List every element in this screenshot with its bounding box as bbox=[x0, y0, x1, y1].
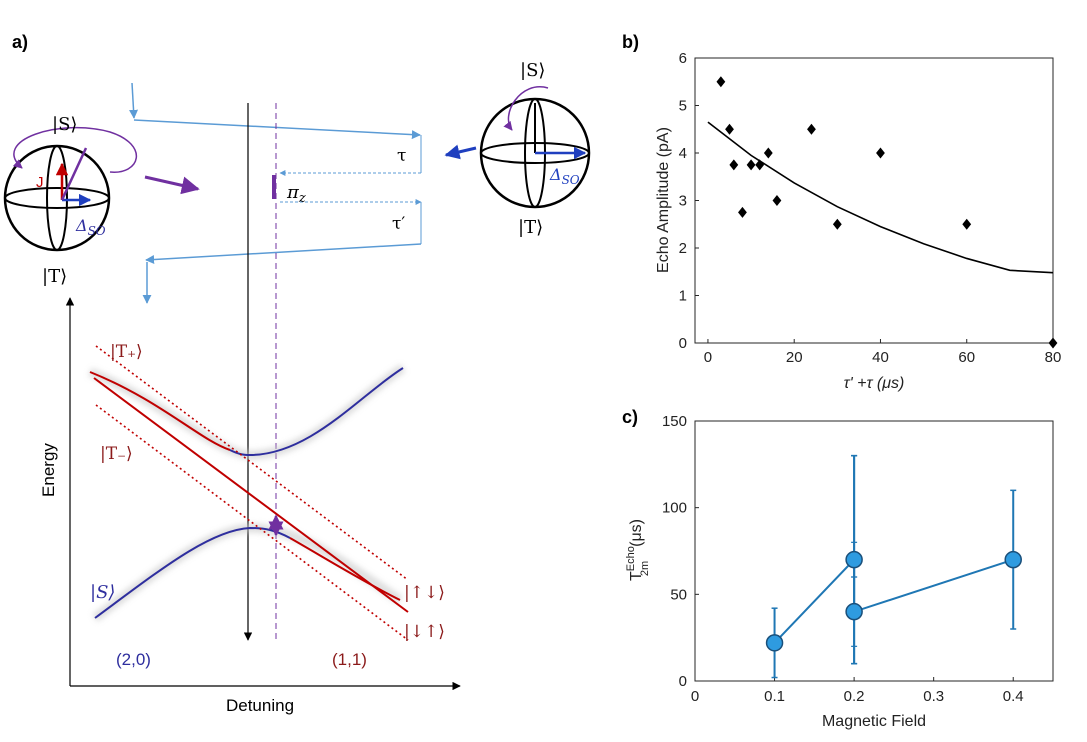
panel-c-x-tick-label: 0.3 bbox=[923, 688, 944, 705]
panel-b-data-point bbox=[729, 159, 739, 171]
pi-z-pulse bbox=[272, 175, 276, 199]
panel-b-y-tick-label: 5 bbox=[679, 98, 687, 115]
panel-c-data-point bbox=[845, 602, 863, 621]
panel-b-data-point bbox=[738, 206, 747, 218]
panel-c-x-tick-label: 0 bbox=[691, 688, 699, 705]
panel-b-x-tick-label: 40 bbox=[872, 349, 889, 366]
panel-b-x-tick-label: 0 bbox=[704, 349, 712, 366]
energy-axis-title: Energy bbox=[39, 443, 58, 497]
panel-c-x-tick-label: 0.1 bbox=[764, 688, 785, 705]
panel-b-data-point bbox=[772, 195, 782, 206]
panel-c-y-title: TEcho 2m(μs) bbox=[625, 519, 651, 581]
panel-b-data-point bbox=[763, 147, 773, 159]
rotation-arrow-left bbox=[144, 175, 200, 195]
delta-so-left: ΔSO bbox=[75, 216, 106, 238]
panel-c-y-tick-label: 150 bbox=[662, 413, 687, 430]
panel-b-data-point bbox=[962, 218, 972, 230]
down-up-label: |↓↑⟩ bbox=[404, 622, 445, 642]
pi-z-label: πz bbox=[286, 182, 306, 206]
panel-c-y-tick-label: 0 bbox=[679, 673, 687, 690]
panel-b-y-tick-label: 2 bbox=[679, 240, 687, 257]
panel-b-data-point bbox=[832, 218, 842, 230]
panel-b-axes bbox=[694, 57, 1054, 344]
tau-prime-label: τ′ bbox=[392, 214, 405, 234]
ket-t-left: |T⟩ bbox=[42, 266, 67, 287]
t-minus-label: |T₋⟩ bbox=[100, 444, 133, 464]
ket-t-right: |T⟩ bbox=[518, 217, 543, 238]
panel-c-label: c) bbox=[622, 407, 638, 427]
delta-so-right: ΔSO bbox=[549, 165, 580, 187]
rotation-arrow-right bbox=[444, 144, 477, 160]
pulse-sequence bbox=[129, 82, 422, 304]
panel-b-y-tick-label: 6 bbox=[679, 50, 687, 67]
s-level-label: |S⟩ bbox=[90, 582, 115, 603]
ket-s-left: |S⟩ bbox=[52, 114, 77, 135]
panel-b-x-title: τ' +τ (μs) bbox=[844, 375, 905, 392]
j-label: J bbox=[36, 174, 44, 191]
panel-b-data-point bbox=[716, 76, 726, 88]
panel-b-x-tick-label: 60 bbox=[958, 349, 975, 366]
panel-c-x-tick-label: 0.2 bbox=[844, 688, 865, 705]
panel-c-series-line bbox=[773, 557, 1014, 644]
panel-b-data-point bbox=[1048, 337, 1058, 349]
charge-11-label: (1,1) bbox=[332, 650, 367, 669]
panel-b-fit-line bbox=[707, 121, 1054, 274]
panel-c-y-tick-label: 100 bbox=[662, 500, 687, 517]
panel-c-data-point bbox=[765, 634, 784, 652]
panel-b-x-tick-label: 20 bbox=[786, 349, 803, 366]
panel-c-data-point bbox=[1004, 550, 1022, 569]
up-down-label: |↑↓⟩ bbox=[404, 583, 445, 603]
panel-b-data-point bbox=[746, 159, 756, 171]
panel-b-y-tick-label: 1 bbox=[679, 288, 687, 305]
panel-b-label: b) bbox=[622, 32, 639, 52]
panel-b-data-point bbox=[755, 159, 765, 171]
panel-c: c) 0 0.1 0.2 0.3 0.4 0 50 100 150 TEcho 2m(μs) Ma… bbox=[622, 407, 1054, 730]
bloch-sphere-right bbox=[479, 86, 591, 209]
panel-c-x-tick-label: 0.4 bbox=[1003, 688, 1024, 705]
bloch-sphere-left bbox=[3, 126, 138, 252]
panel-b-data-point bbox=[807, 123, 816, 135]
panel-b-y-tick-label: 4 bbox=[679, 145, 687, 162]
panel-c-y-tick-label: 50 bbox=[670, 586, 687, 603]
panel-a-label: a) bbox=[12, 32, 28, 52]
tau-label: τ bbox=[397, 146, 406, 166]
panel-b-data-point bbox=[725, 123, 734, 135]
panel-b-x-tick-label: 80 bbox=[1045, 349, 1062, 366]
panel-b-y-title: Echo Amplitude (pA) bbox=[655, 127, 672, 273]
panel-c-data-point bbox=[845, 550, 863, 569]
detuning-axis-title: Detuning bbox=[226, 696, 294, 715]
t-plus-label: |T₊⟩ bbox=[110, 342, 143, 362]
ket-s-right: |S⟩ bbox=[520, 60, 545, 81]
charge-20-label: (2,0) bbox=[116, 650, 151, 669]
panel-b-data-point bbox=[876, 147, 885, 159]
panel-c-axes bbox=[694, 420, 1054, 682]
panel-b-y-tick-label: 0 bbox=[679, 335, 687, 352]
energy-levels bbox=[88, 345, 409, 641]
panel-c-x-title: Magnetic Field bbox=[822, 713, 926, 730]
panel-a: a) |S⟩ |T⟩ J ΔSO |S⟩ |T⟩ ΔSO bbox=[3, 32, 591, 715]
panel-b-y-tick-label: 3 bbox=[679, 193, 687, 210]
